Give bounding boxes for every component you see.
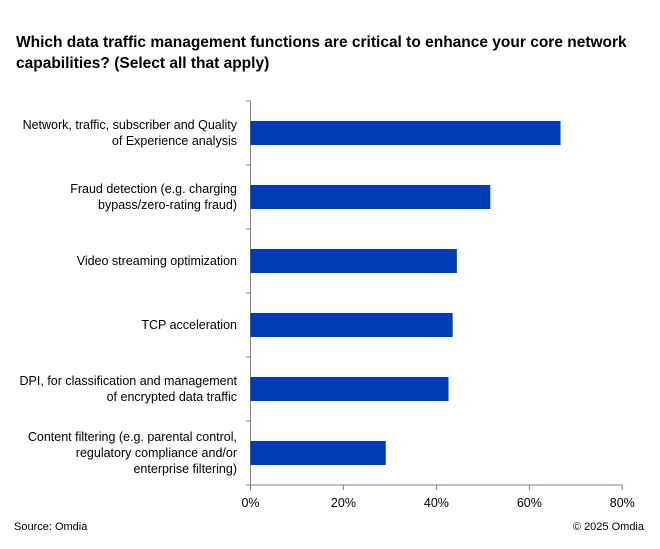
chart-title: Which data traffic management functions …	[16, 34, 627, 72]
category-label: TCP acceleration	[141, 318, 237, 332]
source-note: Source: Omdia	[14, 521, 88, 533]
x-tick-label: 40%	[423, 496, 449, 510]
bar	[250, 377, 449, 401]
category-label: Content filtering (e.g. parental control…	[27, 430, 237, 476]
x-tick-label: 60%	[516, 496, 542, 510]
x-tick-label: 20%	[330, 496, 356, 510]
bar	[250, 185, 491, 209]
x-tick-label: 80%	[609, 496, 635, 510]
copyright-note: © 2025 Omdia	[572, 521, 644, 533]
category-label: Network, traffic, subscriber and Quality…	[22, 118, 237, 148]
category-label: Video streaming optimization	[76, 254, 237, 268]
bar	[250, 441, 386, 465]
bar	[250, 313, 453, 337]
x-tick-label: 0%	[241, 496, 260, 510]
category-label: DPI, for classification and management o…	[19, 374, 237, 404]
bar	[250, 249, 457, 273]
category-label: Fraud detection (e.g. charging bypass/ze…	[70, 182, 237, 212]
bar	[250, 121, 561, 145]
